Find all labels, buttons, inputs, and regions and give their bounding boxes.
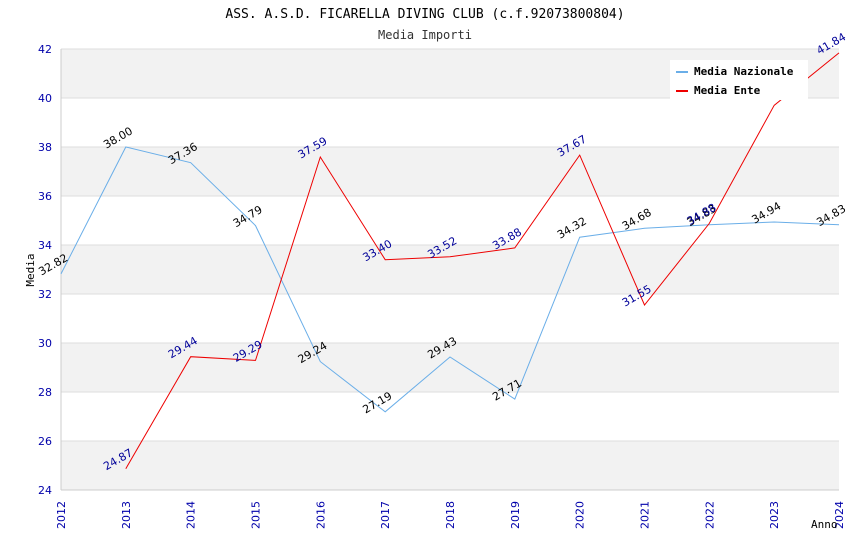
chart-subtitle: Media Importi (378, 28, 472, 42)
grid-band (61, 147, 839, 196)
y-axis-title: Media (24, 253, 37, 286)
x-tick-label: 2020 (574, 501, 587, 529)
x-tick-label: 2024 (833, 501, 846, 529)
grid-band (61, 98, 839, 147)
legend-label-media-ente: Media Ente (694, 84, 761, 97)
x-tick-label: 2018 (444, 501, 457, 529)
y-tick-label: 36 (38, 190, 52, 203)
x-tick-label: 2022 (703, 501, 716, 529)
x-tick-label: 2019 (509, 501, 522, 529)
x-tick-label: 2021 (639, 501, 652, 529)
grid-band (61, 343, 839, 392)
y-tick-label: 32 (38, 288, 52, 301)
x-tick-label: 2014 (185, 501, 198, 529)
series-lines (60, 52, 840, 469)
y-tick-label: 34 (38, 239, 52, 252)
y-tick-label: 30 (38, 337, 52, 350)
chart-title: ASS. A.S.D. FICARELLA DIVING CLUB (c.f.9… (225, 7, 624, 22)
y-tick-label: 24 (38, 484, 52, 497)
x-tick-label: 2016 (314, 501, 327, 529)
grid-lines (61, 48, 839, 491)
x-tick-label: 2015 (250, 501, 263, 529)
x-axis-title: Anno (811, 518, 838, 531)
plot-background-bands (61, 49, 839, 490)
grid-band (61, 441, 839, 490)
y-tick-labels: 24 26 28 30 32 34 36 38 40 42 (38, 43, 52, 497)
grid-band (61, 294, 839, 343)
y-tick-label: 28 (38, 386, 52, 399)
series-line-media-ente (125, 52, 840, 469)
x-tick-label: 2023 (768, 501, 781, 529)
x-tick-label: 2012 (55, 501, 68, 529)
y-tick-label: 38 (38, 141, 52, 154)
grid-band (61, 245, 839, 294)
legend-box (670, 60, 808, 100)
legend: Media Nazionale Media Ente (670, 60, 808, 100)
legend-label-media-nazionale: Media Nazionale (694, 65, 794, 78)
x-tick-labels: 2012 2013 2014 2015 2016 2017 2018 2019 2020 2021… (55, 501, 846, 529)
y-tick-label: 42 (38, 43, 52, 56)
y-tick-label: 40 (38, 92, 52, 105)
grid-band (61, 392, 839, 441)
series-line-media-nazionale (60, 146, 840, 413)
x-tick-label: 2017 (379, 501, 392, 529)
grid-band (61, 196, 839, 245)
y-tick-label: 26 (38, 435, 52, 448)
x-tick-label: 2013 (120, 501, 133, 529)
